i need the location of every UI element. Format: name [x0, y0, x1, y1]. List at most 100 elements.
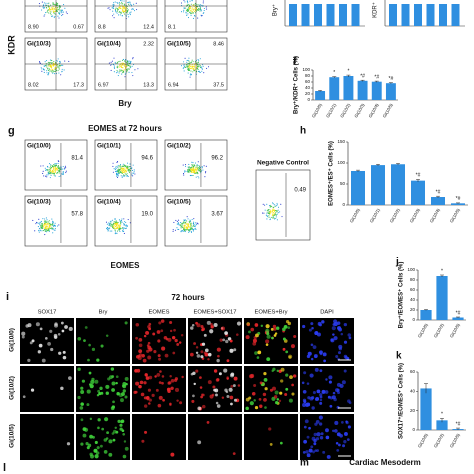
- flow-dot: [59, 6, 61, 8]
- flow-dot: [114, 228, 116, 230]
- flow-dot: [51, 226, 53, 228]
- flow-plot-frame: [94, 195, 158, 247]
- cell: [268, 427, 272, 431]
- flow-dot: [118, 7, 120, 9]
- cell: [200, 350, 204, 354]
- flow-dot: [46, 165, 49, 168]
- cell: [214, 388, 219, 393]
- flow-dot: [56, 167, 58, 169]
- cell: [209, 322, 213, 326]
- flow-dot: [191, 61, 193, 63]
- flow-dot: [197, 173, 199, 175]
- cell: [155, 388, 159, 392]
- cell: [124, 395, 128, 399]
- flow-dot: [111, 226, 113, 228]
- flow-dot: [127, 165, 129, 167]
- y-tick-label: 40: [410, 389, 416, 394]
- flow-dot: [201, 67, 203, 69]
- flow-dot: [120, 222, 122, 224]
- panel-title: Cardiac Mesoderm: [349, 458, 421, 467]
- flow-dot: [123, 230, 125, 232]
- flow-dot: [187, 62, 189, 65]
- flow-dot: [192, 67, 194, 69]
- cell: [84, 326, 88, 329]
- cell: [310, 445, 314, 449]
- flow-dot: [113, 4, 115, 6]
- flow-dot: [56, 225, 59, 227]
- flow-dot: [123, 167, 125, 169]
- cell: [251, 391, 256, 396]
- flow-dot: [115, 173, 118, 175]
- flow-dot: [45, 225, 47, 227]
- flow-dot: [198, 60, 200, 62]
- flow-dot: [271, 212, 273, 214]
- flow-dot: [59, 9, 61, 11]
- flow-dot: [57, 168, 59, 170]
- plot-label: Gi(10/1): [97, 143, 121, 150]
- cell: [107, 377, 111, 381]
- cell: [111, 381, 116, 386]
- flow-dot: [46, 222, 49, 224]
- flow-dot: [112, 165, 114, 167]
- flow-dot: [195, 170, 197, 172]
- cell: [141, 354, 145, 358]
- flow-dot: [118, 1, 120, 3]
- cell: [83, 339, 86, 342]
- cell: [115, 375, 119, 379]
- flow-dot: [121, 73, 123, 75]
- cell: [105, 384, 110, 389]
- cell: [138, 384, 142, 389]
- flow-dot: [180, 226, 182, 228]
- flow-dot: [51, 15, 53, 17]
- cell: [325, 435, 330, 440]
- flow-dot: [119, 14, 121, 16]
- flow-dot: [121, 62, 124, 64]
- channel-label: Bry: [99, 310, 108, 316]
- cell: [200, 325, 204, 329]
- flow-dot: [112, 226, 114, 228]
- flow-dot: [38, 61, 41, 63]
- cell: [333, 319, 338, 324]
- flow-dot: [111, 225, 113, 227]
- flow-dot: [195, 166, 197, 168]
- flow-dot: [43, 2, 45, 4]
- cell: [314, 398, 318, 401]
- flow-dot: [182, 230, 184, 232]
- flow-dot: [190, 168, 192, 170]
- cell: [123, 440, 127, 443]
- flow-dot: [113, 220, 115, 223]
- y-tick-label: 50: [340, 181, 346, 186]
- channel-label: SOX17: [38, 310, 57, 316]
- flow-dot: [62, 165, 64, 168]
- channel-label: EOMES+Bry: [254, 310, 287, 316]
- flow-dot: [107, 230, 109, 232]
- flow-dot: [64, 167, 66, 169]
- y-axis-label: KDR⁺: [372, 2, 379, 18]
- flow-dot: [262, 203, 264, 205]
- bar: [420, 310, 432, 320]
- cell: [334, 429, 338, 433]
- flow-dot: [49, 225, 51, 227]
- flow-dot: [39, 224, 41, 226]
- flow-dot: [204, 172, 207, 174]
- flow-dot: [35, 223, 37, 225]
- flow-dot: [193, 218, 195, 220]
- flow-dot: [45, 228, 47, 230]
- flow-dot: [192, 11, 194, 13]
- cell: [159, 370, 162, 373]
- flow-dot: [50, 228, 53, 230]
- flow-dot: [192, 171, 194, 174]
- cell: [289, 375, 293, 380]
- flow-dot: [62, 168, 64, 170]
- cell: [237, 384, 241, 387]
- y-tick-label: 80: [410, 277, 416, 282]
- flow-dot: [41, 225, 43, 227]
- bar: [411, 180, 425, 205]
- flow-dot: [64, 7, 66, 9]
- cell: [161, 381, 164, 385]
- flow-dot: [127, 3, 130, 5]
- flow-dot: [117, 164, 119, 166]
- cell: [282, 337, 286, 341]
- cell: [229, 348, 234, 353]
- flow-dot: [47, 61, 49, 64]
